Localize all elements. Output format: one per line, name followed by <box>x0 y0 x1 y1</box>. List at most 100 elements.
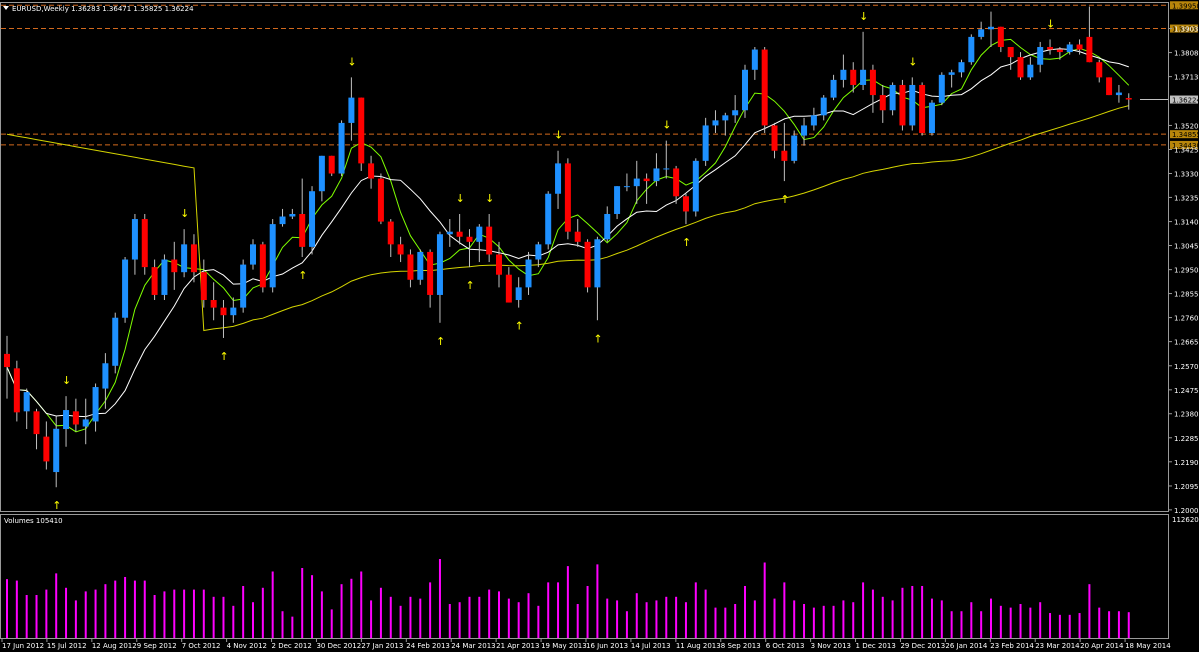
bull-candle[interactable] <box>102 363 109 389</box>
bear-candle[interactable] <box>200 272 207 301</box>
bear-candle[interactable] <box>919 84 926 134</box>
bull-candle[interactable] <box>830 79 837 98</box>
bull-candle[interactable] <box>240 264 247 308</box>
bear-candle[interactable] <box>496 254 502 275</box>
bull-candle[interactable] <box>446 231 453 235</box>
bull-candle[interactable] <box>712 120 719 126</box>
bull-candle[interactable] <box>63 410 70 430</box>
bear-candle[interactable] <box>1076 44 1083 50</box>
bull-candle[interactable] <box>122 259 129 318</box>
price-axis[interactable]: 1.399501.390301.348551.344301.390301.380… <box>1140 1 1199 515</box>
bear-candle[interactable] <box>869 69 876 96</box>
bull-candle[interactable] <box>801 125 808 136</box>
bear-candle[interactable] <box>141 219 148 268</box>
bear-candle[interactable] <box>72 411 79 425</box>
bear-candle[interactable] <box>879 95 886 111</box>
bull-candle[interactable] <box>112 317 119 366</box>
bull-candle[interactable] <box>131 219 138 260</box>
bull-candle[interactable] <box>722 115 729 121</box>
bear-candle[interactable] <box>1007 47 1014 58</box>
bear-candle[interactable] <box>299 213 306 247</box>
bear-candle[interactable] <box>850 69 857 85</box>
bull-candle[interactable] <box>525 259 532 288</box>
bull-candle[interactable] <box>928 102 935 134</box>
bear-candle[interactable] <box>761 49 768 126</box>
bear-candle[interactable] <box>171 259 178 273</box>
bull-candle[interactable] <box>476 226 483 242</box>
bull-candle[interactable] <box>161 259 168 295</box>
bull-candle[interactable] <box>515 287 522 301</box>
bear-candle[interactable] <box>574 231 581 242</box>
bear-candle[interactable] <box>1106 77 1113 96</box>
bear-candle[interactable] <box>584 241 591 288</box>
bear-candle[interactable] <box>1096 62 1103 78</box>
bull-candle[interactable] <box>535 244 542 260</box>
bull-candle[interactable] <box>633 178 640 187</box>
bear-candle[interactable] <box>899 84 906 126</box>
bull-candle[interactable] <box>988 26 994 30</box>
bull-candle[interactable] <box>338 122 345 174</box>
bull-candle[interactable] <box>545 193 552 245</box>
bull-candle[interactable] <box>1115 92 1122 96</box>
bull-candle[interactable] <box>1066 44 1073 53</box>
bear-candle[interactable] <box>771 125 778 151</box>
bull-candle[interactable] <box>614 186 621 214</box>
bull-candle[interactable] <box>948 72 955 75</box>
bull-candle[interactable] <box>348 97 355 123</box>
bear-candle[interactable] <box>486 226 493 255</box>
bear-candle[interactable] <box>190 244 197 273</box>
bull-candle[interactable] <box>751 49 758 70</box>
bull-candle[interactable] <box>318 155 325 192</box>
bull-candle[interactable] <box>732 110 739 116</box>
bull-candle[interactable] <box>623 186 630 188</box>
bear-candle[interactable] <box>1047 47 1054 50</box>
bear-candle[interactable] <box>387 221 394 245</box>
bear-candle[interactable] <box>43 436 50 462</box>
bull-candle[interactable] <box>840 69 847 80</box>
bear-candle[interactable] <box>643 178 650 182</box>
bull-candle[interactable] <box>309 191 316 247</box>
bull-candle[interactable] <box>269 224 276 288</box>
bull-candle[interactable] <box>279 216 286 225</box>
time-axis[interactable]: 17 Jun 2012 15 Jul 2012 12 Aug 2012 9 Sep 2… <box>1 638 1171 650</box>
bear-candle[interactable] <box>781 150 788 161</box>
bull-candle[interactable] <box>978 29 985 37</box>
bear-candle[interactable] <box>368 163 375 179</box>
bear-candle[interactable] <box>673 168 680 197</box>
bear-candle[interactable] <box>13 368 20 413</box>
bear-candle[interactable] <box>33 411 40 435</box>
bear-candle[interactable] <box>1125 98 1132 100</box>
bull-candle[interactable] <box>663 168 670 170</box>
bull-candle[interactable] <box>742 69 748 111</box>
bull-candle[interactable] <box>23 392 30 412</box>
bull-candle[interactable] <box>810 115 817 126</box>
bear-candle[interactable] <box>151 267 158 295</box>
bear-candle[interactable] <box>210 300 217 308</box>
bear-candle[interactable] <box>377 178 384 222</box>
triangle-down-icon[interactable] <box>3 6 9 10</box>
bear-candle[interactable] <box>505 274 512 303</box>
bull-candle[interactable] <box>181 244 188 273</box>
bull-candle[interactable] <box>702 125 709 161</box>
bull-candle[interactable] <box>889 84 896 111</box>
bull-candle[interactable] <box>82 419 89 427</box>
bull-candle[interactable] <box>604 213 611 240</box>
bear-candle[interactable] <box>259 244 266 288</box>
bull-candle[interactable] <box>1037 47 1044 65</box>
bull-candle[interactable] <box>436 234 443 295</box>
bear-candle[interactable] <box>466 236 473 242</box>
bear-candle[interactable] <box>407 254 414 280</box>
bull-candle[interactable] <box>92 387 99 422</box>
bear-candle[interactable] <box>328 155 335 174</box>
bear-candle[interactable] <box>4 353 10 368</box>
bull-candle[interactable] <box>692 160 699 212</box>
bull-candle[interactable] <box>958 62 965 73</box>
bull-candle[interactable] <box>417 251 424 280</box>
bull-candle[interactable] <box>230 307 237 316</box>
bear-candle[interactable] <box>564 163 571 232</box>
bear-candle[interactable] <box>682 196 689 212</box>
bear-candle[interactable] <box>397 244 404 255</box>
bear-candle[interactable] <box>358 97 365 164</box>
